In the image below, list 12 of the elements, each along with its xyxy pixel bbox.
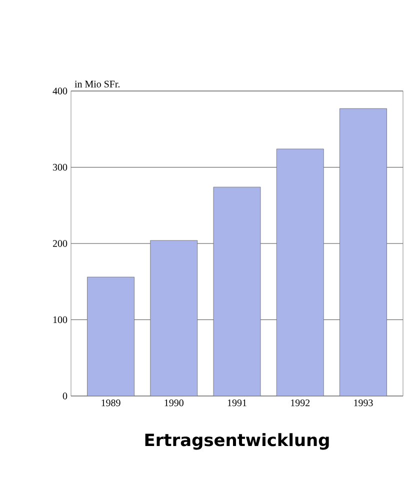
y-tick-label: 300: [53, 164, 68, 171]
y-tick-label: 0: [62, 392, 68, 400]
x-tick-label: 1991: [228, 400, 246, 406]
y-tick-label: 200: [52, 240, 68, 247]
x-tick-label: 1993: [354, 400, 373, 406]
x-tick-label: 1992: [291, 400, 310, 406]
y-tick-label: 400: [52, 88, 68, 94]
x-tick-label: 1989: [102, 400, 120, 406]
y-tick-label: 100: [53, 316, 68, 324]
text: Ertragsentwicklung: [145, 433, 329, 450]
y-axis-title: in Mio SFr.: [74, 80, 120, 88]
x-tick-label: 1990: [164, 400, 184, 406]
